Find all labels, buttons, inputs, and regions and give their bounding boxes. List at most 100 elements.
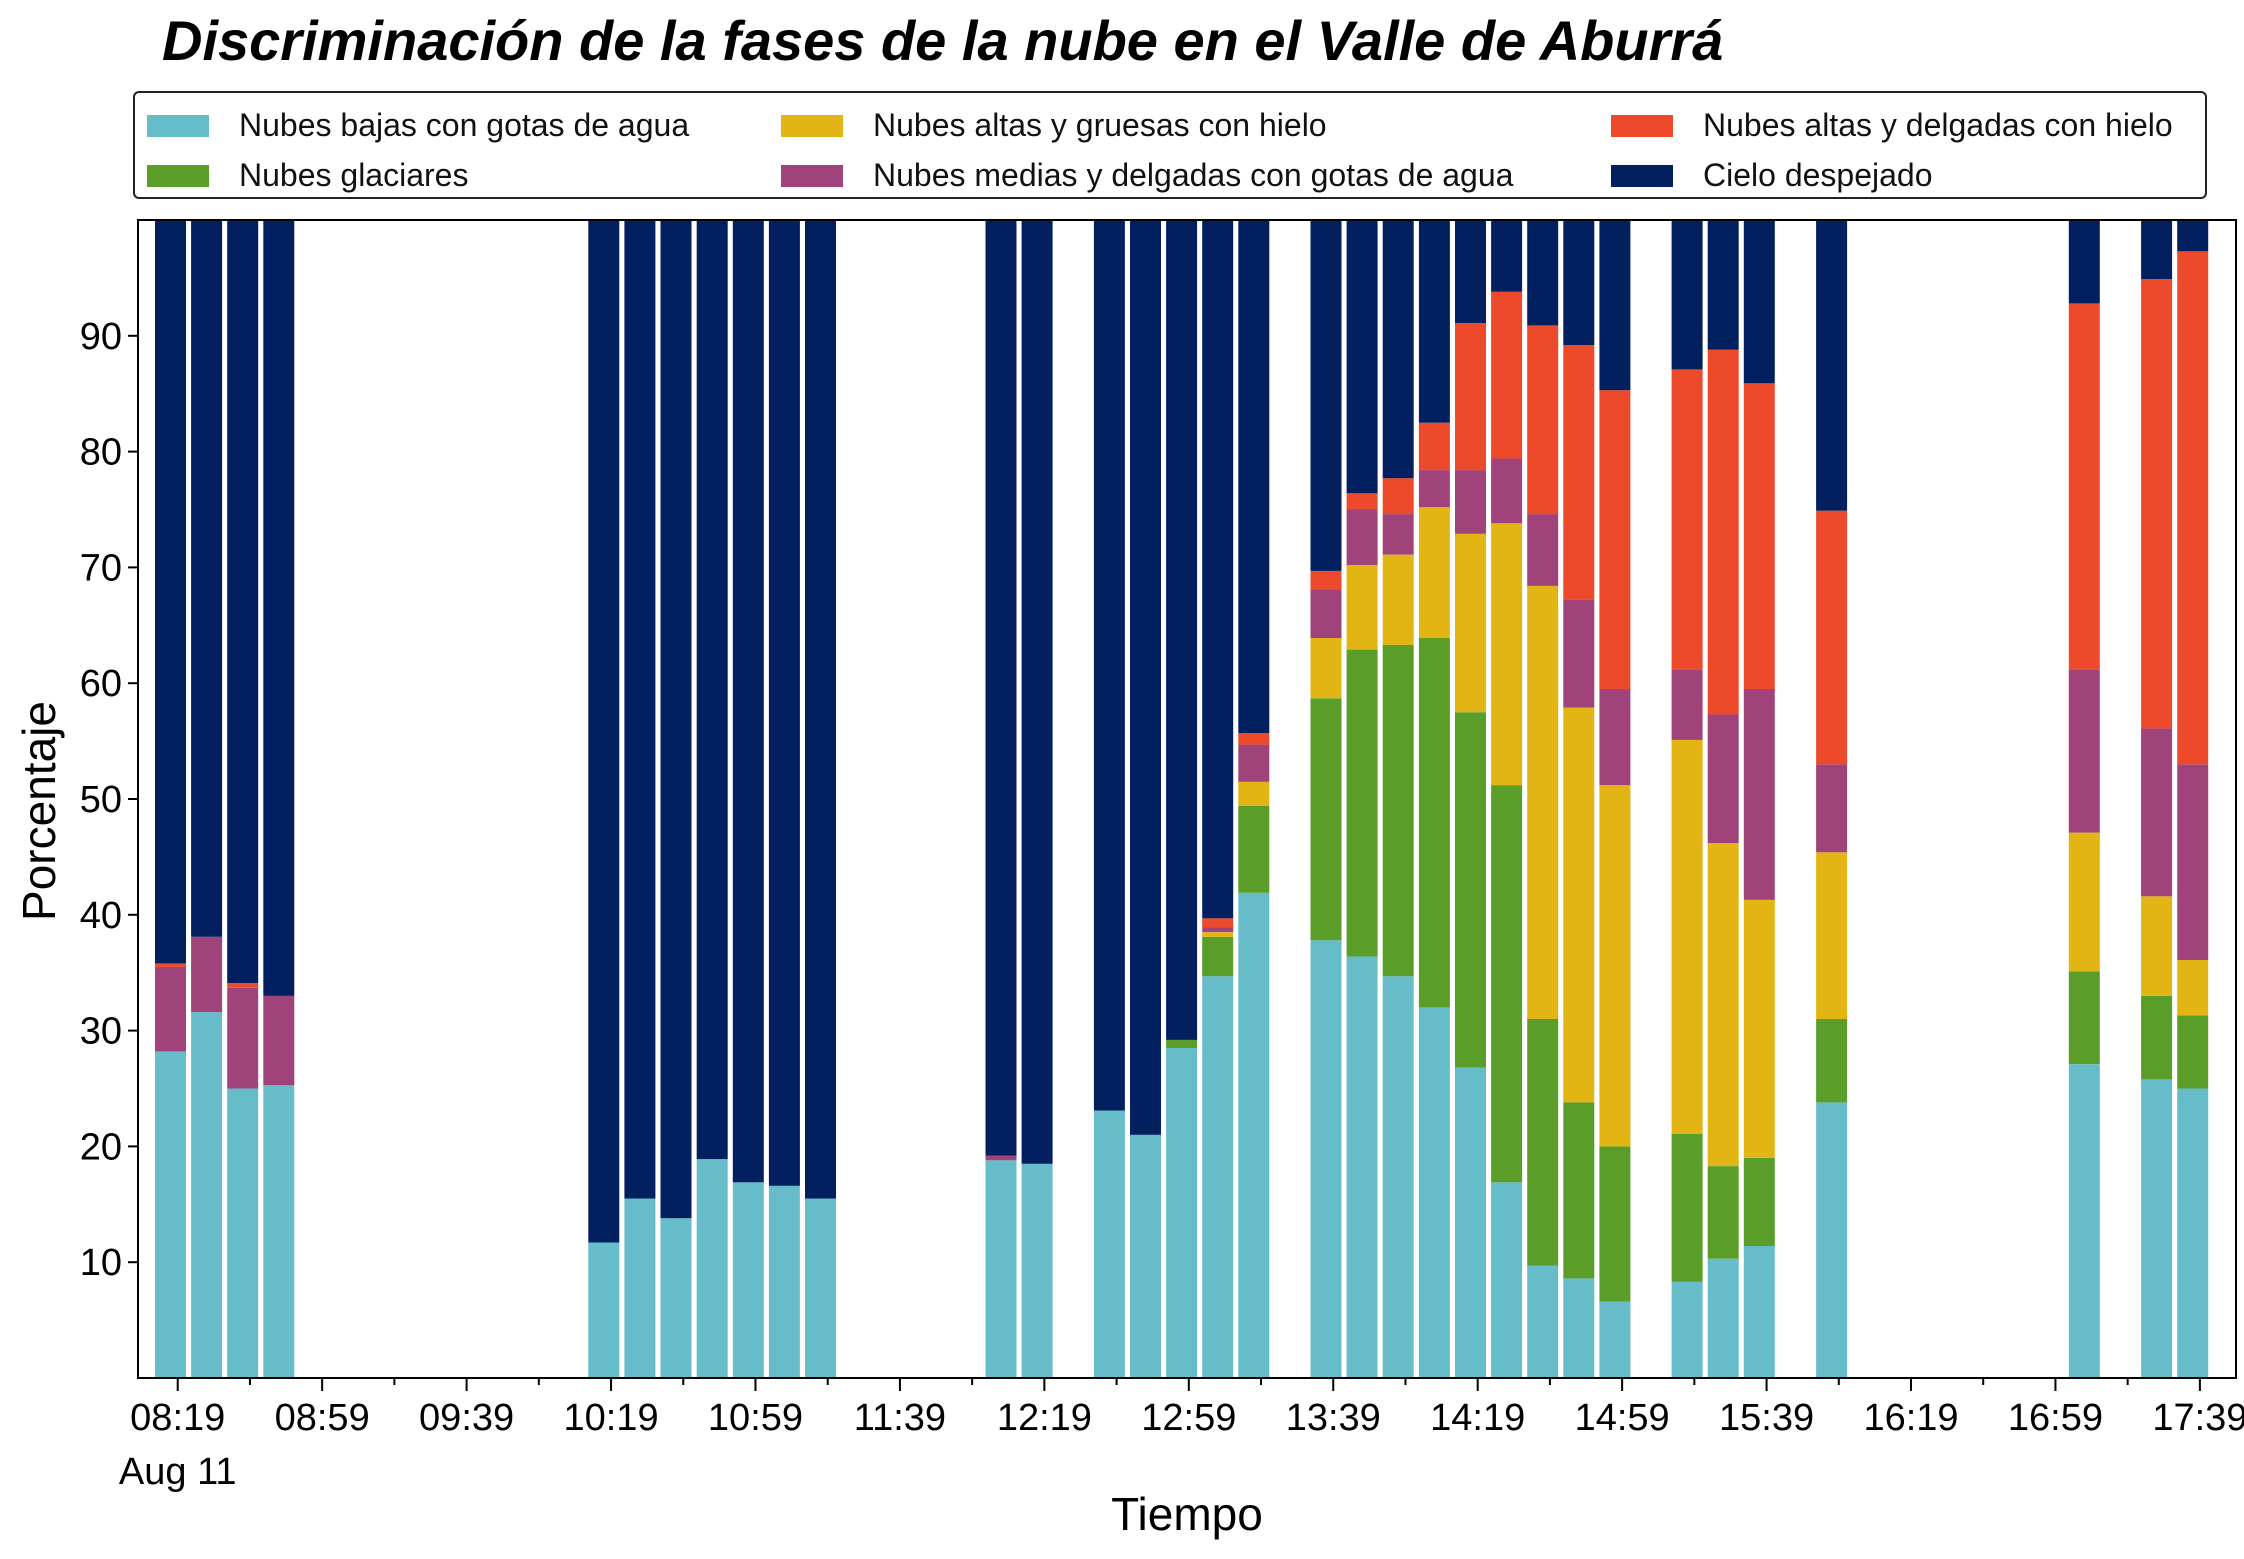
bar-segment xyxy=(2177,220,2209,252)
bar-segment xyxy=(1707,349,1739,715)
x-tick-label: 17:39 xyxy=(2152,1397,2244,1439)
bar-segment xyxy=(1238,892,1270,1378)
bar-segment xyxy=(1527,1019,1559,1266)
bar-segment xyxy=(1707,220,1739,350)
bar-segment xyxy=(227,987,259,1089)
bar-segment xyxy=(1491,785,1523,1183)
bar-segment xyxy=(1166,1039,1198,1048)
bar-segment xyxy=(1816,852,1848,1020)
bar-segment xyxy=(1382,220,1414,479)
bar-segment xyxy=(1743,1246,1775,1378)
bar-segment xyxy=(1382,514,1414,555)
bar-segment xyxy=(2068,971,2100,1065)
bar-segment xyxy=(1527,585,1559,1019)
bar-segment xyxy=(1671,739,1703,1134)
x-tick-label: 10:19 xyxy=(563,1397,658,1439)
bar-segment xyxy=(1743,383,1775,689)
bar-segment xyxy=(1202,918,1234,928)
legend-label: Nubes altas y gruesas con hielo xyxy=(873,107,1327,143)
legend-swatch xyxy=(781,114,843,137)
bar-segment xyxy=(1743,220,1775,384)
x-tick-label: 13:39 xyxy=(1286,1397,1381,1439)
bar-segment xyxy=(985,220,1017,1156)
y-tick-label: 90 xyxy=(80,316,122,358)
y-tick-label: 70 xyxy=(80,547,122,589)
bar-segment xyxy=(155,963,186,967)
bar-segment xyxy=(1491,458,1523,524)
bar-segment xyxy=(1455,323,1486,471)
bar-segment xyxy=(1816,510,1848,765)
bar-segment xyxy=(985,1155,1017,1161)
legend-label: Nubes bajas con gotas de agua xyxy=(239,107,690,143)
y-tick-label: 60 xyxy=(80,663,122,705)
legend-item: Nubes medias y delgadas con gotas de agu… xyxy=(781,157,1513,194)
x-tick-label: 15:39 xyxy=(1719,1397,1814,1439)
bar-segment xyxy=(1093,220,1125,1111)
bar-segment xyxy=(1202,976,1234,1378)
bar-segment xyxy=(1166,1048,1198,1378)
bar-segment xyxy=(1671,369,1703,670)
bar-segment xyxy=(2141,279,2173,729)
x-tick-label: 12:19 xyxy=(997,1397,1092,1439)
bar-segment xyxy=(2141,1079,2173,1378)
bar-segment xyxy=(155,220,186,964)
bar-segment xyxy=(1202,220,1234,919)
legend-label: Cielo despejado xyxy=(1703,157,1933,193)
bar-segment xyxy=(1310,638,1342,699)
legend-label: Nubes medias y delgadas con gotas de agu… xyxy=(873,157,1514,193)
bar-segment xyxy=(1418,638,1450,1008)
legend-label: Nubes glaciares xyxy=(239,157,469,193)
legend-swatch xyxy=(1611,164,1673,187)
bar-segment xyxy=(1671,1281,1703,1378)
bar-segment xyxy=(1491,523,1523,786)
bar-segment xyxy=(1455,712,1486,1068)
bar-segment xyxy=(1527,1265,1559,1378)
bar-segment xyxy=(2141,995,2173,1080)
bar-segment xyxy=(1021,220,1053,1164)
bar-segment xyxy=(1527,325,1559,515)
bar-segment xyxy=(1816,1019,1848,1103)
bar-segment xyxy=(1671,220,1703,370)
bar-segment xyxy=(2177,1088,2209,1378)
bar-segment xyxy=(1599,1146,1631,1302)
bar-segment xyxy=(1599,689,1631,786)
legend-item: Nubes altas y delgadas con hielo xyxy=(1611,107,2173,144)
x-tick-label: 16:19 xyxy=(1863,1397,1958,1439)
bar-segment xyxy=(624,220,656,1199)
bar-segment xyxy=(2177,1015,2209,1089)
x-tick-label: 14:59 xyxy=(1575,1397,1670,1439)
bar-segment xyxy=(1418,1007,1450,1378)
bar-segment xyxy=(1310,589,1342,638)
bar-segment xyxy=(1382,478,1414,515)
bar-segment xyxy=(1346,649,1378,957)
bar-segment xyxy=(2141,220,2173,280)
bar-segment xyxy=(2068,832,2100,972)
bar-segment xyxy=(1346,565,1378,650)
bar-segment xyxy=(2068,669,2100,833)
bar-segment xyxy=(2141,728,2173,897)
bar-segment xyxy=(2068,1064,2100,1378)
bar-segment xyxy=(1418,422,1450,471)
bar-segment xyxy=(1491,220,1523,292)
bar-segment xyxy=(1418,470,1450,508)
bar-segment xyxy=(1707,843,1739,1167)
bar-segment xyxy=(696,220,728,1160)
bar-segment xyxy=(1202,936,1234,977)
bar-segment xyxy=(1130,1134,1161,1378)
bar-segment xyxy=(1671,1133,1703,1282)
legend-swatch xyxy=(147,164,209,187)
bar-segment xyxy=(1238,220,1270,733)
bar-segment xyxy=(1130,220,1161,1135)
legend-item: Cielo despejado xyxy=(1611,157,1933,194)
y-tick-label: 30 xyxy=(80,1011,122,1053)
bar-segment xyxy=(1455,533,1486,713)
y-tick-label: 40 xyxy=(80,895,122,937)
bar-segment xyxy=(985,1160,1017,1378)
bar-segment xyxy=(1563,707,1595,1103)
bar-segment xyxy=(1527,220,1559,326)
legend-swatch xyxy=(781,164,843,187)
bar-segment xyxy=(1816,764,1848,853)
bar-segment xyxy=(155,966,186,1052)
bar-segment xyxy=(1310,220,1342,571)
